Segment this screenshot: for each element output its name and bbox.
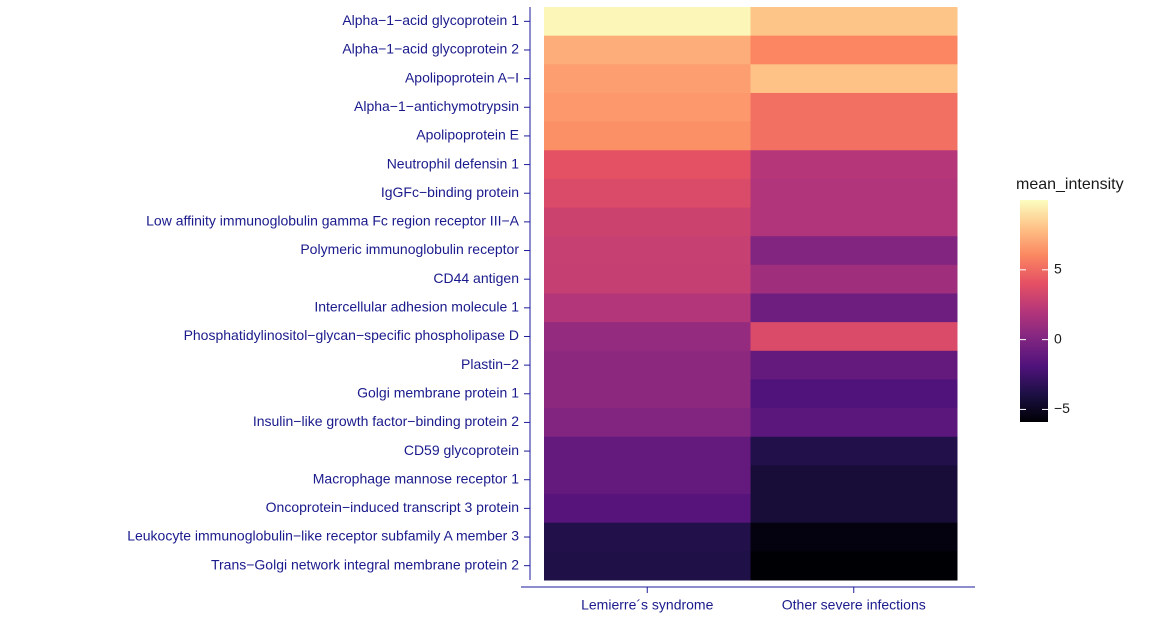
y-tick-label: Apolipoprotein A−I bbox=[405, 69, 519, 85]
heat-cell bbox=[750, 436, 958, 466]
y-tick-label: Macrophage mannose receptor 1 bbox=[313, 470, 519, 486]
heat-cell bbox=[750, 178, 958, 209]
heat-cell bbox=[544, 436, 751, 466]
heat-cell bbox=[750, 236, 958, 266]
heat-cell bbox=[544, 379, 751, 409]
y-tick-label: Intercellular adhesion molecule 1 bbox=[314, 299, 519, 315]
heat-cell bbox=[750, 322, 958, 352]
y-tick-label: Low affinity immunoglobulin gamma Fc reg… bbox=[146, 213, 520, 229]
heat-cell bbox=[750, 350, 958, 380]
heat-cell bbox=[544, 408, 751, 438]
legend-tick-label: −5 bbox=[1054, 400, 1070, 416]
heat-cell bbox=[544, 551, 751, 581]
y-tick-label: Alpha−1−acid glycoprotein 2 bbox=[342, 41, 519, 57]
legend-tick-label: 5 bbox=[1054, 261, 1062, 277]
y-tick-label: Plastin−2 bbox=[461, 356, 519, 372]
heat-cell bbox=[750, 379, 958, 409]
colorbar bbox=[1020, 200, 1048, 422]
legend: mean_intensity −5 0 5 bbox=[1016, 176, 1124, 422]
heat-cell bbox=[544, 207, 751, 237]
y-tick-label: Polymeric immunoglobulin receptor bbox=[300, 241, 519, 257]
x-tick-label: Other severe infections bbox=[782, 597, 926, 613]
heat-cell bbox=[544, 178, 751, 209]
heat-cell bbox=[544, 236, 751, 266]
heat-cell bbox=[544, 465, 751, 495]
heat-cell bbox=[750, 207, 958, 237]
heat-cell bbox=[544, 121, 751, 151]
y-tick-label: Apolipoprotein E bbox=[416, 127, 519, 143]
heat-cell bbox=[544, 494, 751, 524]
heat-cell bbox=[544, 64, 751, 94]
y-tick-label: CD59 glycoprotein bbox=[404, 442, 519, 458]
heat-cell bbox=[750, 522, 958, 552]
y-tick-label: Alpha−1−acid glycoprotein 1 bbox=[342, 12, 519, 28]
heat-cell bbox=[750, 465, 958, 495]
y-tick-label: Neutrophil defensin 1 bbox=[387, 155, 520, 171]
y-tick-label: Trans−Golgi network integral membrane pr… bbox=[211, 556, 519, 572]
heat-cell bbox=[750, 293, 958, 323]
heat-cell bbox=[750, 264, 958, 294]
heat-cell bbox=[750, 150, 958, 180]
y-tick-label: CD44 antigen bbox=[433, 270, 519, 286]
heat-cell bbox=[544, 322, 751, 352]
y-tick-label: Leukocyte immunoglobulin−like receptor s… bbox=[127, 528, 519, 544]
y-tick-label: IgGFc−binding protein bbox=[381, 184, 519, 200]
y-tick-label: Phosphatidylinositol−glycan−specific pho… bbox=[184, 327, 519, 343]
y-tick-label: Insulin−like growth factor−binding prote… bbox=[253, 413, 519, 429]
heat-cell bbox=[750, 64, 958, 94]
legend-title: mean_intensity bbox=[1016, 176, 1124, 193]
legend-tick-label: 0 bbox=[1054, 330, 1062, 346]
heat-cell bbox=[544, 522, 751, 552]
heat-cell bbox=[750, 7, 958, 37]
heat-cell bbox=[544, 350, 751, 380]
heat-cell bbox=[544, 7, 751, 37]
heat-cell bbox=[750, 35, 958, 65]
x-tick-label: Lemierre´s syndrome bbox=[581, 597, 713, 613]
heat-cell bbox=[750, 494, 958, 524]
y-tick-label: Alpha−1−antichymotrypsin bbox=[354, 98, 519, 114]
heat-cell bbox=[544, 293, 751, 323]
heat-cell bbox=[750, 551, 958, 581]
heat-cell bbox=[750, 92, 958, 123]
y-tick-label: Oncoprotein−induced transcript 3 protein bbox=[266, 499, 519, 515]
heat-cell bbox=[544, 264, 751, 294]
heat-cell bbox=[544, 92, 751, 123]
heat-cell bbox=[544, 35, 751, 65]
heat-cell bbox=[544, 150, 751, 180]
heat-cell bbox=[750, 121, 958, 151]
heat-cell bbox=[750, 408, 958, 438]
y-tick-label: Golgi membrane protein 1 bbox=[357, 384, 519, 400]
